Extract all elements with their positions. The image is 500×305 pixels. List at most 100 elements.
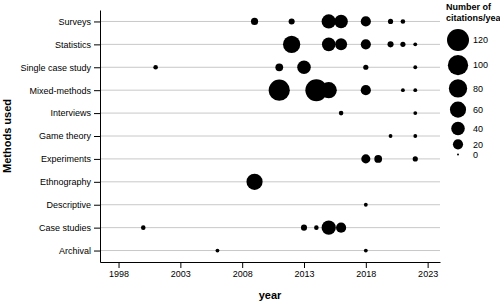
legend-bubble [449,79,467,97]
bubble [364,249,368,253]
y-tick-mark [94,44,100,45]
x-tick-mark [180,262,181,268]
bubble [334,15,348,29]
x-axis-title: year [259,289,282,301]
legend-bubble [447,29,469,51]
x-tick-mark [366,262,367,268]
grid-line [100,158,440,159]
x-tick-label: 2018 [356,269,376,279]
bubble [374,155,382,163]
y-tick: Experiments [41,154,100,164]
y-tick-label: Surveys [58,17,91,27]
y-tick-label: Case studies [39,223,92,233]
legend: Number ofcitations/year120100806040200 [446,2,500,160]
legend-title: Number of [446,2,492,12]
legend-label: 120 [473,35,488,45]
legend-bubble [453,139,463,149]
legend-label: 60 [473,105,483,115]
x-tick-label: 2023 [418,269,438,279]
bubble [413,111,417,115]
bubble [389,134,393,138]
plot-area: 1998 2003 2008 2013 2018 2023 Surveys Statistic… [20,11,440,280]
x-tick: 2018 [356,262,376,279]
y-tick-label: Interviews [50,108,91,118]
x-tick-label: 2008 [233,269,253,279]
x-tick: 2008 [233,262,253,279]
bubble [361,85,371,95]
bubble [400,42,405,47]
y-tick-label: Single case study [20,63,91,73]
y-tick: Single case study [20,63,100,73]
bubble [321,82,337,98]
bubble [364,203,368,207]
x-tick: 2013 [294,262,314,279]
x-tick-mark [304,262,305,268]
x-tick: 2023 [418,262,438,279]
grid-line [100,113,440,114]
bubble [401,88,405,92]
x-axis: 1998 2003 2008 2013 2018 2023 [101,262,441,279]
bubble [153,65,158,70]
bubble [216,249,220,253]
grid-line [100,204,440,205]
bubble [269,80,290,101]
legend-label: 40 [473,124,483,134]
bubble [413,88,417,92]
bubble [401,19,406,24]
bubble [336,223,346,233]
y-tick-mark [94,205,100,206]
y-axis-line [100,11,101,263]
bubble [301,225,307,231]
y-axis: Surveys Statistics Single case study Mixed-… [20,11,100,263]
y-tick: Mixed-methods [29,86,100,96]
y-tick-mark [94,67,100,68]
x-tick-label: 2013 [294,269,314,279]
y-tick-label: Descriptive [46,200,91,210]
legend-bubble [450,102,466,118]
y-tick: Case studies [39,223,100,233]
y-tick-mark [94,90,100,91]
legend-bubble [448,55,468,75]
legend-label: 20 [473,140,483,150]
x-tick-mark [428,262,429,268]
y-tick-mark [94,136,100,137]
y-tick-label: Mixed-methods [29,86,91,96]
y-tick: Descriptive [46,200,100,210]
legend-label: 100 [473,60,488,70]
grid-line [100,227,440,228]
y-tick-label: Ethnography [40,177,92,187]
bubble [297,60,311,74]
bubble [363,65,368,70]
bubble [388,41,394,47]
bubble [361,16,371,26]
y-tick: Archival [59,246,100,256]
x-tick-mark [119,262,120,268]
bubble [335,38,347,50]
bubble [283,36,300,53]
x-tick-label: 1998 [109,269,129,279]
bubble [361,154,370,163]
grid-line [100,67,440,68]
chart: 1998 2003 2008 2013 2018 2023 Surveys Statistic… [0,0,500,305]
legend-bubble [451,122,465,136]
bubble [251,18,258,25]
bubble [314,225,319,230]
bubble [289,18,295,24]
grid [100,21,440,250]
y-tick-mark [94,21,100,22]
bubble [339,111,344,116]
bubble [275,63,283,71]
y-tick-label: Experiments [41,154,92,164]
grid-line [100,250,440,251]
x-tick: 2003 [171,262,191,279]
y-tick-mark [94,251,100,252]
y-tick: Game theory [39,131,100,141]
y-tick-label: Statistics [55,40,92,50]
y-tick: Statistics [55,40,100,50]
x-tick: 1998 [109,262,129,279]
bubble [388,19,393,24]
grid-line [100,181,440,182]
bubble [322,38,336,52]
legend-title: citations/year [446,13,500,23]
y-tick-mark [94,159,100,160]
